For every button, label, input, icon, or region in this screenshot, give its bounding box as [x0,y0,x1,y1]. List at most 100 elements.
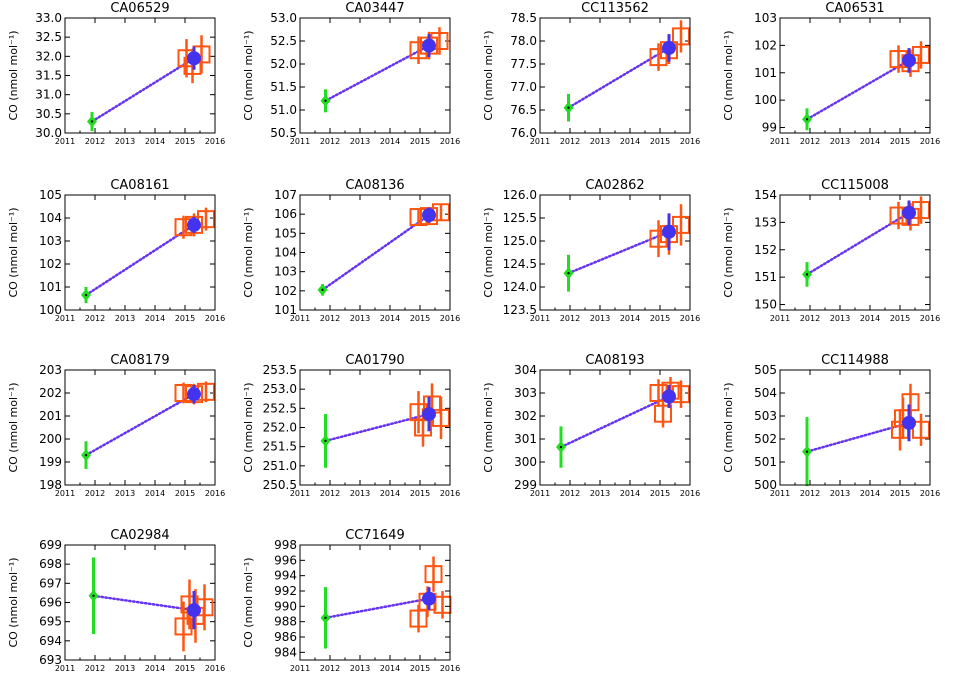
y-tick-label: 105 [39,188,62,202]
y-tick-label: 203 [39,363,62,377]
x-tick-label: 2014 [145,489,165,498]
y-axis-label: CO (nmol mol⁻¹) [482,207,495,297]
panel-title: CA01790 [345,353,404,368]
y-tick-label: 152 [754,243,777,257]
y-tick-label: 200 [39,432,62,446]
panel-ca06531: CA06531 CO (nmol mol⁻¹) 2011 2012 2013 2014 20… [722,1,940,146]
blue-circle-point [902,205,916,220]
green-point-center [84,453,88,457]
y-tick-label: 988 [274,615,297,629]
trend-line [567,46,671,109]
plot-frame [779,369,931,486]
panel-ca08193: CA08193 CO (nmol mol⁻¹) 2011 2012 2013 2014 20… [482,353,700,498]
y-tick-label: 103 [754,11,777,25]
y-tick-label: 51.5 [270,80,297,94]
x-tick-label: 2016 [205,137,225,146]
panel-title: CA02984 [110,528,169,543]
y-tick-label: 126.0 [503,188,537,202]
y-tick-label: 51.0 [270,103,297,117]
y-tick-label: 154 [754,188,777,202]
trend-line [84,223,196,297]
plot-frame [539,369,691,486]
x-tick-label: 2012 [800,489,820,498]
y-tick-label: 251.0 [263,459,297,473]
orange-square-point [649,229,668,248]
plot-frame [539,17,691,134]
x-tick-label: 2014 [860,314,880,323]
panel-title: CA03447 [345,1,404,16]
y-tick-label: 304 [514,363,537,377]
x-tick-label: 2013 [115,664,135,673]
x-tick-label: 2011 [770,137,790,146]
panel-cc115008: CC115008 CO (nmol mol⁻¹) 2011 2012 2013 2014 2… [722,178,940,323]
x-tick-label: 2012 [320,137,340,146]
x-tick-label: 2014 [620,137,640,146]
y-tick-label: 50.5 [270,126,297,140]
orange-square-point [414,418,432,437]
y-tick-label: 695 [39,615,62,629]
y-tick-label: 250.5 [263,478,297,492]
x-tick-label: 2011 [55,137,75,146]
y-tick-label: 78.0 [510,34,537,48]
x-tick-label: 2015 [410,664,430,673]
x-tick-label: 2012 [320,664,340,673]
x-tick-label: 2013 [590,137,610,146]
y-tick-label: 299 [514,478,537,492]
y-tick-label: 500 [754,478,777,492]
y-tick-label: 986 [274,630,297,644]
green-point-center [324,616,327,620]
x-tick-label: 2013 [830,314,850,323]
y-tick-label: 994 [274,569,297,583]
x-tick-label: 2015 [410,314,430,323]
orange-square-point [197,210,215,229]
x-tick-label: 2015 [175,664,195,673]
y-tick-label: 125.0 [503,234,537,248]
x-tick-label: 2013 [350,489,370,498]
plot-frame [299,369,451,486]
orange-square-point [654,404,672,423]
blue-circle-point [662,40,676,55]
green-point-center [84,293,88,297]
y-tick-label: 253.5 [263,363,297,377]
trend-line [90,57,196,123]
y-tick-label: 502 [754,432,777,446]
x-tick-label: 2016 [205,664,225,673]
x-tick-label: 2012 [85,664,105,673]
panel-ca01790: CA01790 CO (nmol mol⁻¹) 2011 2012 2013 2014 20… [242,353,460,498]
y-tick-label: 694 [39,634,62,648]
y-axis-label: CO (nmol mol⁻¹) [722,382,735,472]
orange-square-point [672,27,690,46]
green-point-center [805,450,809,453]
y-tick-label: 107 [274,188,297,202]
blue-circle-point [422,591,436,606]
y-tick-label: 693 [39,653,62,667]
y-tick-label: 103 [274,265,297,279]
trend-line [321,213,431,292]
plot-frame [64,17,216,134]
x-tick-label: 2016 [205,314,225,323]
x-tick-label: 2011 [55,314,75,323]
trend-line [324,597,431,620]
y-tick-label: 150 [754,298,777,312]
x-tick-label: 2012 [85,489,105,498]
y-tick-label: 106 [274,207,297,221]
x-tick-label: 2016 [440,314,460,323]
y-tick-label: 125.5 [503,211,537,225]
y-tick-label: 990 [274,599,297,613]
y-axis-label: CO (nmol mol⁻¹) [722,30,735,120]
x-tick-label: 2012 [320,314,340,323]
y-tick-label: 104 [274,246,297,260]
x-tick-label: 2012 [800,314,820,323]
x-tick-label: 2011 [530,314,550,323]
x-tick-label: 2011 [530,489,550,498]
blue-circle-point [902,53,916,68]
panel-title: CC71649 [345,528,405,543]
panel-cc113562: CC113562 CO (nmol mol⁻¹) 2011 2012 2013 2014 2… [482,1,700,146]
y-tick-label: 503 [754,409,777,423]
y-axis-label: CO (nmol mol⁻¹) [242,207,255,297]
orange-square-point [649,48,668,67]
blue-circle-point [422,208,436,223]
x-tick-label: 2011 [770,489,790,498]
x-tick-label: 2011 [290,314,310,323]
panel-title: CA06529 [110,1,169,16]
